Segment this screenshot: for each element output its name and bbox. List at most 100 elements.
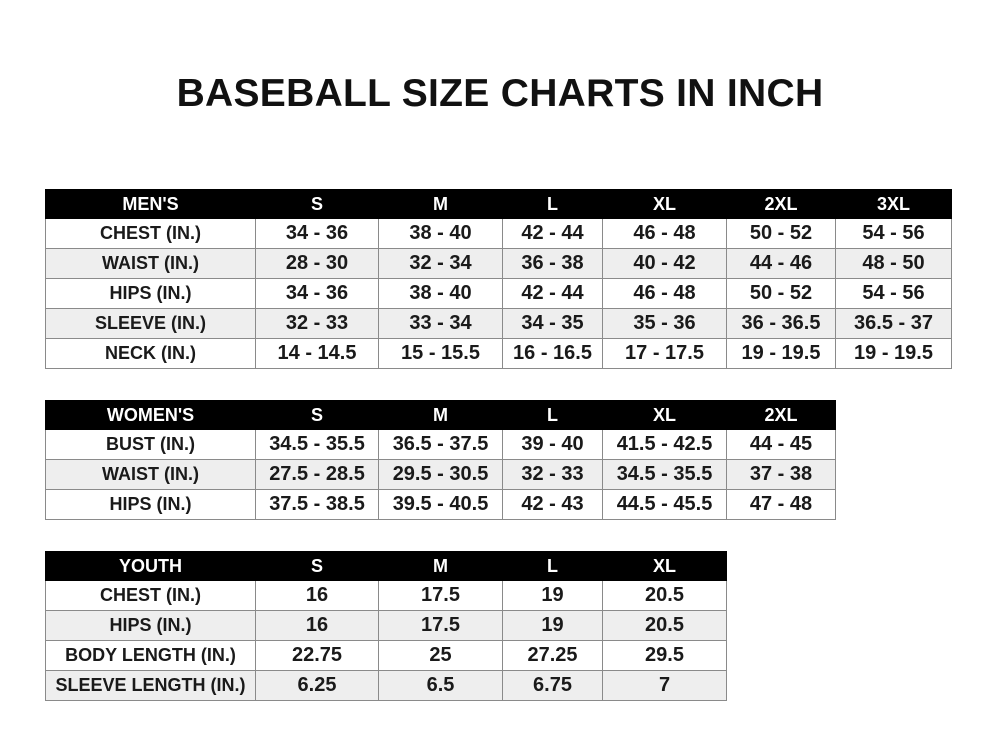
size-header: M [378,400,503,430]
measurement-cell: 33 - 34 [378,308,503,339]
size-header: M [378,189,503,219]
header-row: MEN'S S M L XL 2XL 3XL [45,189,952,219]
measurement-cell: 17.5 [378,580,503,611]
measurement-cell: 34 - 36 [255,218,379,249]
size-header: S [255,551,379,581]
measurement-cell: 27.5 - 28.5 [255,459,379,490]
table-row: WAIST (IN.) 28 - 30 32 - 34 36 - 38 40 - 42 4… [45,248,952,279]
table-row: SLEEVE LENGTH (IN.) 6.25 6.5 6.75 7 [45,670,727,701]
measurement-cell: 44.5 - 45.5 [602,489,727,520]
measurement-cell: 25 [378,640,503,671]
measurement-cell: 19 - 19.5 [835,338,952,369]
size-header: XL [602,400,727,430]
measurement-cell: 7 [602,670,727,701]
measurement-cell: 36.5 - 37 [835,308,952,339]
row-label: BODY LENGTH (IN.) [45,640,256,671]
measurement-cell: 38 - 40 [378,278,503,309]
category-header: YOUTH [45,551,256,581]
row-label: HIPS (IN.) [45,278,256,309]
size-header: L [502,551,603,581]
table-row: CHEST (IN.) 16 17.5 19 20.5 [45,580,727,611]
size-header: L [502,189,603,219]
measurement-cell: 35 - 36 [602,308,727,339]
measurement-cell: 36.5 - 37.5 [378,429,503,460]
measurement-cell: 37 - 38 [726,459,836,490]
measurement-cell: 32 - 33 [502,459,603,490]
measurement-cell: 17 - 17.5 [602,338,727,369]
measurement-cell: 54 - 56 [835,278,952,309]
size-header: S [255,189,379,219]
measurement-cell: 42 - 43 [502,489,603,520]
size-header: XL [602,551,727,581]
row-label: HIPS (IN.) [45,489,256,520]
measurement-cell: 16 [255,580,379,611]
measurement-cell: 6.5 [378,670,503,701]
measurement-cell: 32 - 34 [378,248,503,279]
row-label: WAIST (IN.) [45,248,256,279]
row-label: HIPS (IN.) [45,610,256,641]
measurement-cell: 48 - 50 [835,248,952,279]
table-row: WAIST (IN.) 27.5 - 28.5 29.5 - 30.5 32 - 33… [45,459,836,490]
table-row: HIPS (IN.) 34 - 36 38 - 40 42 - 44 46 - 48 50… [45,278,952,309]
measurement-cell: 54 - 56 [835,218,952,249]
measurement-cell: 41.5 - 42.5 [602,429,727,460]
measurement-cell: 42 - 44 [502,278,603,309]
measurement-cell: 19 [502,610,603,641]
page-title: BASEBALL SIZE CHARTS IN INCH [176,72,824,115]
measurement-cell: 22.75 [255,640,379,671]
measurement-cell: 32 - 33 [255,308,379,339]
table-row: BODY LENGTH (IN.) 22.75 25 27.25 29.5 [45,640,727,671]
table-row: CHEST (IN.) 34 - 36 38 - 40 42 - 44 46 - 48 5… [45,218,952,249]
measurement-cell: 27.25 [502,640,603,671]
measurement-cell: 50 - 52 [726,278,836,309]
category-header: WOMEN'S [45,400,256,430]
row-label: CHEST (IN.) [45,580,256,611]
row-label: SLEEVE (IN.) [45,308,256,339]
table-row: HIPS (IN.) 16 17.5 19 20.5 [45,610,727,641]
measurement-cell: 16 - 16.5 [502,338,603,369]
measurement-cell: 42 - 44 [502,218,603,249]
size-header: 2XL [726,400,836,430]
size-header: 2XL [726,189,836,219]
measurement-cell: 34.5 - 35.5 [602,459,727,490]
measurement-cell: 37.5 - 38.5 [255,489,379,520]
measurement-cell: 20.5 [602,610,727,641]
measurement-cell: 20.5 [602,580,727,611]
measurement-cell: 44 - 45 [726,429,836,460]
measurement-cell: 6.75 [502,670,603,701]
header-row: WOMEN'S S M L XL 2XL [45,400,836,430]
youth-size-table: YOUTH S M L XL CHEST (IN.) 16 17.5 19 20.5 HIPS (I… [45,551,727,701]
measurement-cell: 14 - 14.5 [255,338,379,369]
measurement-cell: 28 - 30 [255,248,379,279]
category-header: MEN'S [45,189,256,219]
measurement-cell: 50 - 52 [726,218,836,249]
row-label: CHEST (IN.) [45,218,256,249]
table-row: HIPS (IN.) 37.5 - 38.5 39.5 - 40.5 42 - 43 4… [45,489,836,520]
measurement-cell: 44 - 46 [726,248,836,279]
size-header: L [502,400,603,430]
measurement-cell: 6.25 [255,670,379,701]
row-label: NECK (IN.) [45,338,256,369]
row-label: SLEEVE LENGTH (IN.) [45,670,256,701]
header-row: YOUTH S M L XL [45,551,727,581]
measurement-cell: 46 - 48 [602,218,727,249]
measurement-cell: 34 - 36 [255,278,379,309]
measurement-cell: 29.5 [602,640,727,671]
measurement-cell: 39.5 - 40.5 [378,489,503,520]
table-row: BUST (IN.) 34.5 - 35.5 36.5 - 37.5 39 - 40 4… [45,429,836,460]
measurement-cell: 19 [502,580,603,611]
measurement-cell: 36 - 38 [502,248,603,279]
measurement-cell: 29.5 - 30.5 [378,459,503,490]
measurement-cell: 39 - 40 [502,429,603,460]
measurement-cell: 47 - 48 [726,489,836,520]
size-header: S [255,400,379,430]
row-label: WAIST (IN.) [45,459,256,490]
size-header: XL [602,189,727,219]
table-row: SLEEVE (IN.) 32 - 33 33 - 34 34 - 35 35 - 36… [45,308,952,339]
measurement-cell: 19 - 19.5 [726,338,836,369]
row-label: BUST (IN.) [45,429,256,460]
measurement-cell: 16 [255,610,379,641]
measurement-cell: 38 - 40 [378,218,503,249]
measurement-cell: 34.5 - 35.5 [255,429,379,460]
measurement-cell: 40 - 42 [602,248,727,279]
